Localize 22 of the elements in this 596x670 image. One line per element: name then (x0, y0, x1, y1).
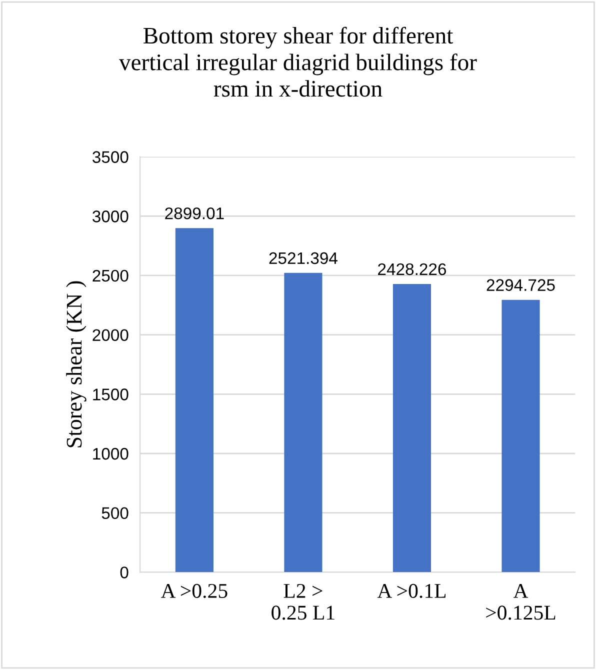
data-label: 2521.394 (269, 252, 338, 264)
x-tick-label: A >0.125L (486, 584, 556, 620)
data-label: 2428.226 (378, 263, 446, 276)
y-tick-label: 1500 (93, 388, 128, 400)
x-tick-label: L2 > 0.25 L1 (272, 584, 334, 620)
bar (392, 284, 432, 572)
bar (284, 272, 322, 572)
y-axis-title: Storey shear (KN ) (66, 281, 86, 448)
y-tick-label: 2500 (92, 270, 128, 282)
x-tick-label: A >0.1L (377, 584, 446, 598)
x-tick-label: A >0.25 (160, 584, 228, 598)
data-label: 2899.01 (165, 207, 224, 220)
y-tick-label: 1000 (93, 448, 128, 460)
bar (502, 300, 540, 572)
y-tick-label: 2000 (92, 329, 128, 342)
y-tick-label: 3500 (92, 151, 128, 163)
y-tick-label: 500 (102, 507, 128, 520)
y-tick-label: 0 (120, 566, 128, 578)
bar (175, 228, 214, 572)
chart-title: Bottom storey shear for different vertical irregular diagrid buildings for rsm in x-direction (119, 26, 477, 97)
y-tick-label: 3000 (92, 210, 128, 222)
data-label: 2294.725 (486, 279, 555, 291)
